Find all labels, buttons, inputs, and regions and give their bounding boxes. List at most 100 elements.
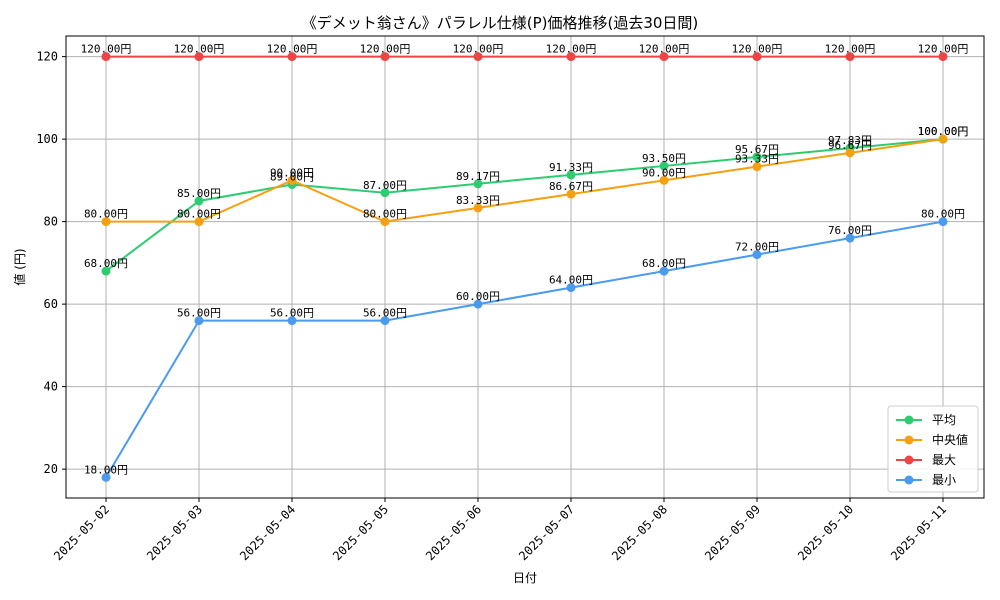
data-point xyxy=(101,472,111,482)
legend-label: 最大 xyxy=(932,453,956,467)
data-point xyxy=(938,217,948,227)
data-point xyxy=(380,217,390,227)
x-tick-label: 2025-05-10 xyxy=(795,502,856,563)
plot-frame xyxy=(65,35,985,499)
legend-marker xyxy=(904,415,914,425)
data-point xyxy=(380,52,390,62)
legend-label: 平均 xyxy=(932,413,956,427)
data-label: 60.00円 xyxy=(456,290,500,303)
data-point xyxy=(473,299,483,309)
data-label: 72.00円 xyxy=(735,241,779,254)
data-point xyxy=(752,152,762,162)
data-point xyxy=(194,52,204,62)
data-label: 89.17円 xyxy=(456,170,500,183)
data-point xyxy=(659,266,669,276)
data-point xyxy=(101,217,111,227)
data-label: 120.00円 xyxy=(732,43,783,56)
data-label: 100.00円 xyxy=(918,125,969,138)
x-tick-label: 2025-05-04 xyxy=(237,502,298,563)
data-label: 120.00円 xyxy=(546,43,597,56)
data-point xyxy=(752,52,762,62)
data-label: 90.00円 xyxy=(642,166,686,179)
series-line xyxy=(106,138,944,223)
y-tick-label: 60 xyxy=(44,297,58,311)
data-label: 89.00円 xyxy=(270,171,314,184)
data-label: 120.00円 xyxy=(639,43,690,56)
data-label: 76.00円 xyxy=(828,224,872,237)
data-label: 120.00円 xyxy=(267,43,318,56)
data-label: 120.00円 xyxy=(174,43,225,56)
data-label: 87.00円 xyxy=(363,179,407,192)
x-tick-label: 2025-05-07 xyxy=(516,502,577,563)
data-label: 56.00円 xyxy=(177,307,221,320)
data-point xyxy=(566,283,576,293)
data-point xyxy=(566,189,576,199)
data-point xyxy=(194,196,204,206)
data-label: 120.00円 xyxy=(825,43,876,56)
data-point xyxy=(101,266,111,276)
data-label: 120.00円 xyxy=(918,43,969,56)
data-point xyxy=(194,316,204,326)
chart-title: 《デメット翁さん》パラレル仕様(P)価格推移(過去30日間) xyxy=(301,14,699,32)
data-point xyxy=(287,175,297,185)
data-point xyxy=(566,170,576,180)
x-axis-label: 日付 xyxy=(513,571,537,585)
series-line xyxy=(105,220,944,478)
legend-box xyxy=(887,405,979,493)
legend-marker xyxy=(904,475,914,485)
data-label: 120.00円 xyxy=(360,43,411,56)
y-tick-label: 100 xyxy=(36,132,58,146)
data-point xyxy=(287,52,297,62)
data-label: 90.00円 xyxy=(270,166,314,179)
x-tick-label: 2025-05-03 xyxy=(144,502,205,563)
data-label: 68.00円 xyxy=(84,257,128,270)
series-line xyxy=(105,138,944,272)
x-tick-label: 2025-05-09 xyxy=(702,502,763,563)
data-label: 64.00円 xyxy=(549,274,593,287)
data-label: 93.33円 xyxy=(735,153,779,166)
data-label: 80.00円 xyxy=(84,208,128,221)
y-axis-label: 値 (円) xyxy=(12,248,27,285)
data-label: 97.83円 xyxy=(828,134,872,147)
data-point xyxy=(473,179,483,189)
y-tick-label: 80 xyxy=(44,215,58,229)
data-label: 80.00円 xyxy=(177,208,221,221)
data-point xyxy=(101,52,111,62)
data-point xyxy=(845,233,855,243)
x-tick-label: 2025-05-06 xyxy=(423,502,484,563)
data-label: 68.00円 xyxy=(642,257,686,270)
x-tick-label: 2025-05-02 xyxy=(51,502,112,563)
data-point xyxy=(473,203,483,213)
data-point xyxy=(659,161,669,171)
legend-marker xyxy=(904,435,914,445)
data-label: 96.67円 xyxy=(828,139,872,152)
data-label: 93.50円 xyxy=(642,152,686,165)
data-label: 85.00円 xyxy=(177,187,221,200)
data-label: 80.00円 xyxy=(363,208,407,221)
data-point xyxy=(473,52,483,62)
data-label: 100.00円 xyxy=(918,125,969,138)
data-point xyxy=(752,250,762,260)
legend-label: 中央値 xyxy=(932,432,968,447)
data-label: 83.33円 xyxy=(456,194,500,207)
series-layer xyxy=(101,52,948,482)
data-point xyxy=(659,175,669,185)
data-labels: 68.00円 85.00円 89.00円 87.00円 89.17円 91.33円 93.5… xyxy=(81,43,969,477)
data-label: 56.00円 xyxy=(363,307,407,320)
data-point xyxy=(287,316,297,326)
axis-ticks: 20 40 60 80 100 120 2025-05-02 2025-05-03 2025-0… xyxy=(36,50,949,564)
data-point xyxy=(380,188,390,198)
legend-marker xyxy=(904,455,914,465)
data-label: 120.00円 xyxy=(453,43,504,56)
data-label: 91.33円 xyxy=(549,161,593,174)
data-label: 86.67円 xyxy=(549,180,593,193)
data-point xyxy=(752,162,762,172)
legend-label: 最小 xyxy=(932,473,956,487)
y-tick-label: 20 xyxy=(44,462,58,476)
data-point xyxy=(659,52,669,62)
x-tick-label: 2025-05-11 xyxy=(888,502,949,563)
data-point xyxy=(194,217,204,227)
data-point xyxy=(380,316,390,326)
y-tick-label: 40 xyxy=(44,380,58,394)
